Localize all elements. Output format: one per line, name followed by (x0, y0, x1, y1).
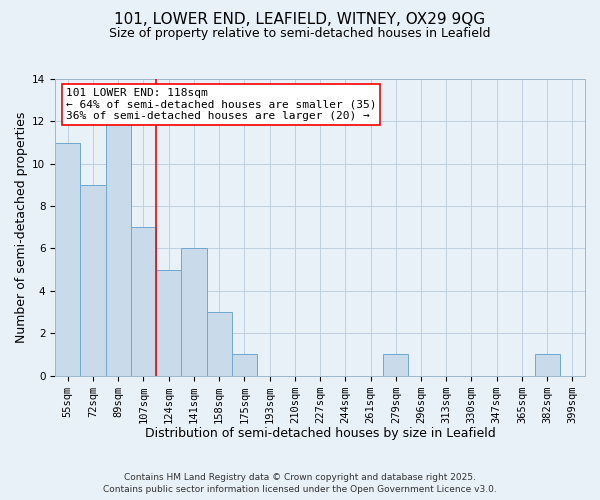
Bar (106, 122, 131, 376)
Text: Size of property relative to semi-detached houses in Leafield: Size of property relative to semi-detach… (109, 28, 491, 40)
Bar (206, 312, 232, 376)
Text: 101, LOWER END, LEAFIELD, WITNEY, OX29 9QG: 101, LOWER END, LEAFIELD, WITNEY, OX29 9… (115, 12, 485, 28)
Text: 101 LOWER END: 118sqm
← 64% of semi-detached houses are smaller (35)
36% of semi: 101 LOWER END: 118sqm ← 64% of semi-deta… (66, 88, 376, 121)
Bar (181, 248, 206, 376)
Bar (131, 228, 156, 376)
Text: Contains public sector information licensed under the Open Government Licence v3: Contains public sector information licen… (103, 484, 497, 494)
Bar (232, 354, 257, 376)
Bar (535, 354, 560, 376)
Bar (80, 185, 106, 376)
Bar (383, 354, 409, 376)
Text: Contains HM Land Registry data © Crown copyright and database right 2025.: Contains HM Land Registry data © Crown c… (124, 473, 476, 482)
Bar (156, 270, 181, 376)
X-axis label: Distribution of semi-detached houses by size in Leafield: Distribution of semi-detached houses by … (145, 427, 496, 440)
Y-axis label: Number of semi-detached properties: Number of semi-detached properties (15, 112, 28, 343)
Bar (55, 142, 80, 376)
